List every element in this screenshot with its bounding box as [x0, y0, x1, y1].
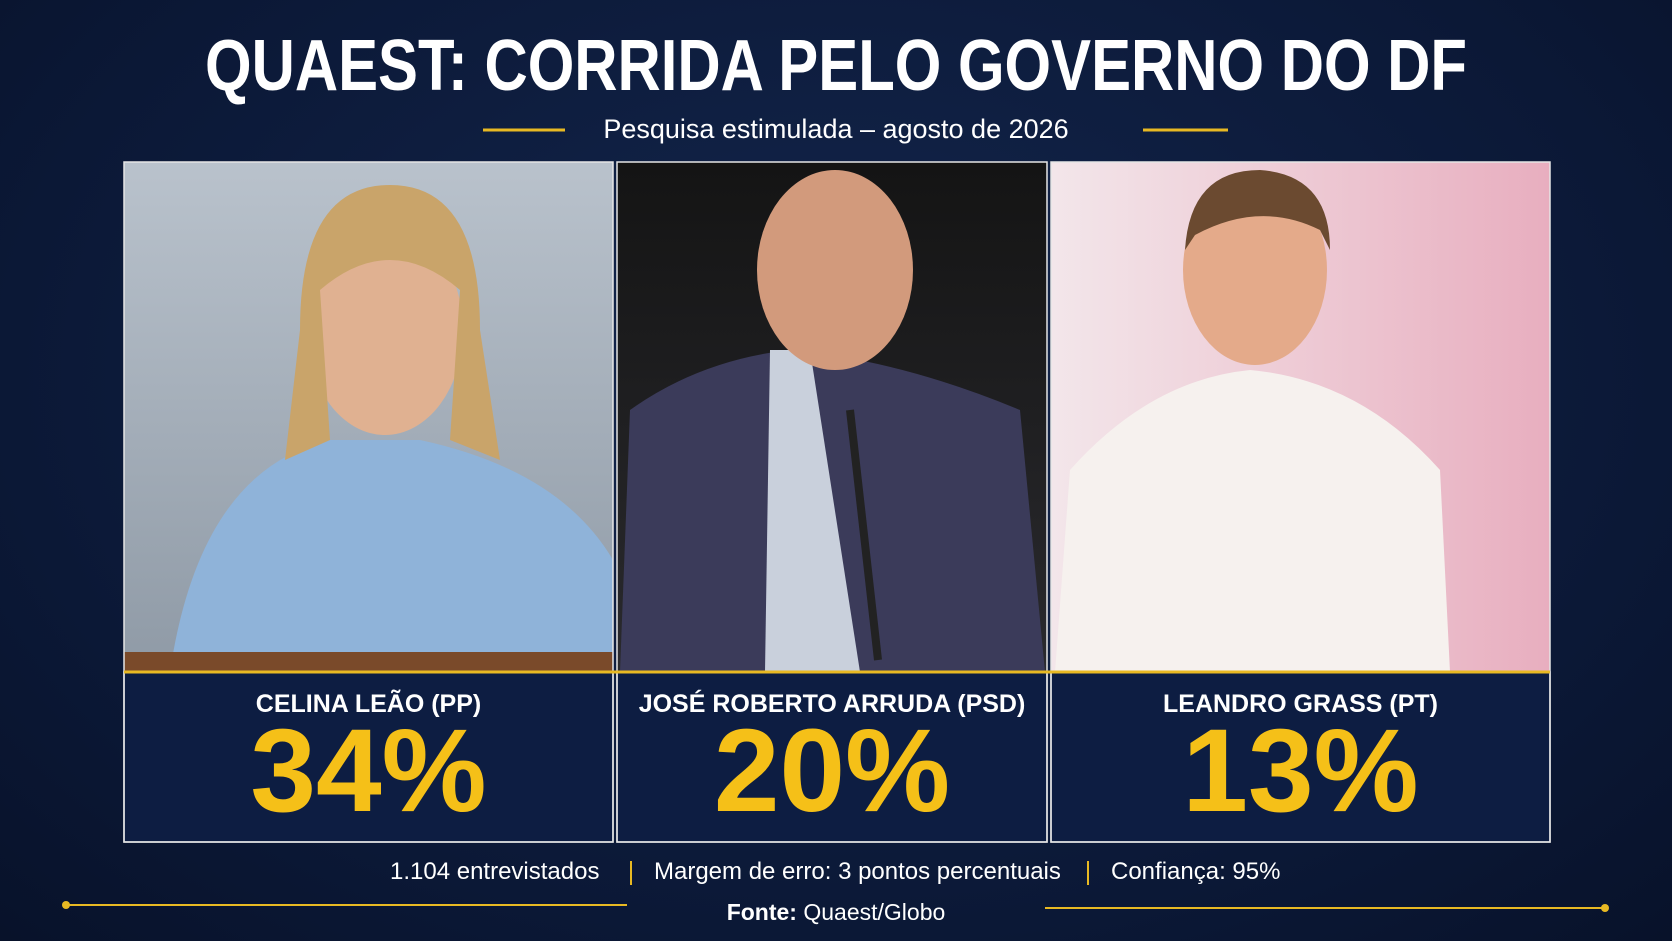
- panel-border: [616, 161, 1048, 843]
- accent-dot: [62, 901, 70, 909]
- candidate-card: CELINA LEÃO (PP) 34%: [124, 0, 613, 941]
- title: QUAEST: CORRIDA PELO GOVERNO DO DF: [205, 26, 1467, 106]
- candidate-name: CELINA LEÃO (PP): [255, 690, 482, 718]
- panel-border: [123, 161, 614, 843]
- sample-size: 1.104 entrevistados: [390, 858, 600, 885]
- photo: [124, 652, 613, 672]
- photo: [307, 225, 463, 435]
- candidate-name: JOSÉ ROBERTO ARRUDA (PSD): [638, 690, 1026, 718]
- source-label: Fonte:: [726, 899, 797, 925]
- photo: [757, 170, 913, 370]
- accent-dot: [1601, 904, 1609, 912]
- photo: [1055, 370, 1450, 672]
- result-box: [1050, 671, 1551, 843]
- margin-of-error: Margem de erro: 3 pontos percentuais: [654, 858, 1061, 885]
- candidate-name: LEANDRO GRASS (PT): [1163, 690, 1438, 718]
- confidence: Confiança: 95%: [1111, 858, 1281, 885]
- candidate-percent: 13%: [1182, 705, 1419, 837]
- result-box: [123, 671, 614, 843]
- candidate-percent: 34%: [250, 705, 487, 837]
- panel-border: [1050, 161, 1551, 843]
- photo: [170, 440, 613, 672]
- subtitle: Pesquisa estimulada – agosto de 2026: [603, 114, 1069, 144]
- photo: [285, 185, 500, 460]
- photo: [846, 409, 882, 661]
- candidate-card: JOSÉ ROBERTO ARRUDA (PSD) 20%: [617, 0, 1047, 941]
- candidate-percent: 20%: [713, 705, 951, 837]
- candidate-card: LEANDRO GRASS (PT) 13%: [1051, 0, 1550, 941]
- photo: [765, 350, 860, 672]
- source-line: Fonte: Quaest/Globo: [0, 899, 1672, 926]
- source: Quaest/Globo: [803, 899, 946, 925]
- photo: [1185, 170, 1330, 250]
